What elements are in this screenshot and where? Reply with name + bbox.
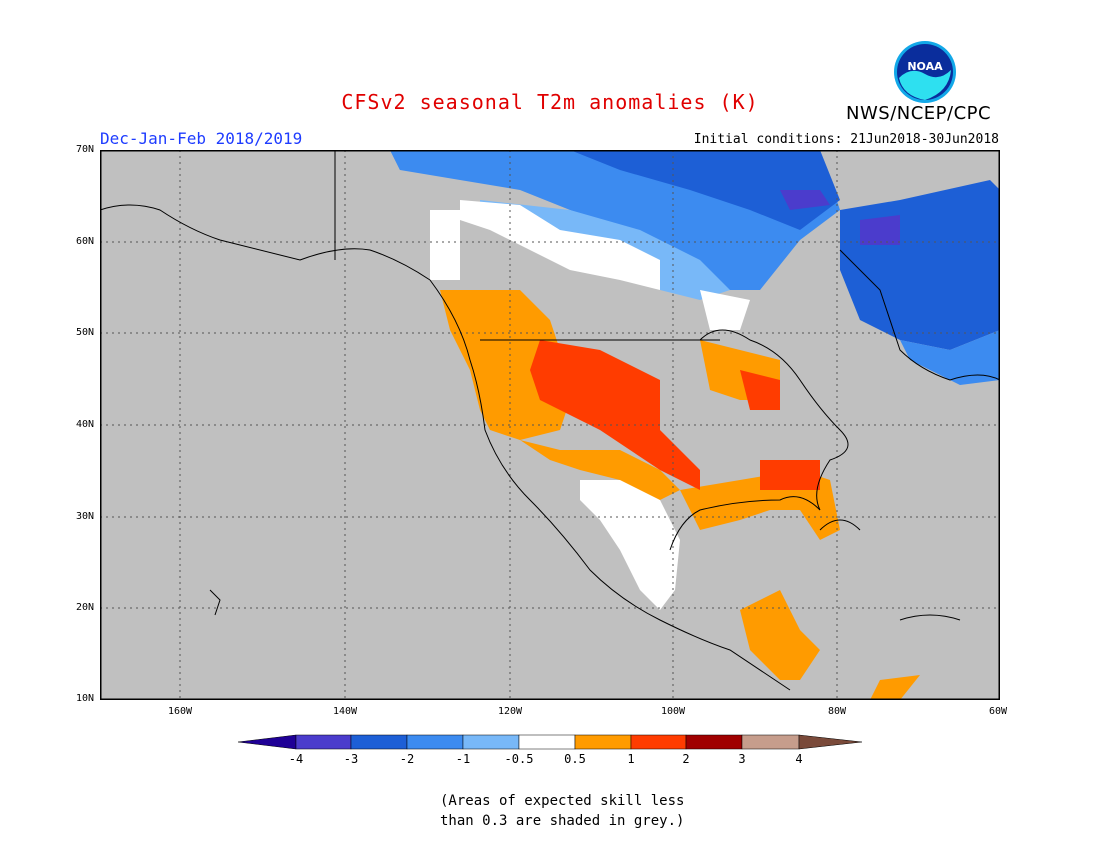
colorbar-tick-label: -4: [288, 752, 304, 766]
colorbar-segment: [238, 734, 297, 750]
colorbar-segment: [295, 734, 352, 750]
colorbar-segment: [630, 734, 687, 750]
skill-note-line: (Areas of expected skill less: [440, 793, 685, 809]
colorbar-segment: [518, 734, 576, 750]
colorbar-tick-label: 0.5: [564, 752, 586, 766]
lat-label: 40N: [75, 419, 94, 430]
skill-note: (Areas of expected skill less than 0.3 a…: [440, 791, 750, 831]
colorbar-tick-label: 1: [627, 752, 635, 766]
colorbar-segment: [350, 734, 408, 750]
lat-label: 50N: [75, 327, 94, 338]
lat-label: 10N: [75, 693, 94, 704]
noaa-logo: NOAA: [894, 41, 956, 103]
cold-anomaly-region: [780, 190, 830, 210]
lat-label: 60N: [75, 236, 94, 247]
colorbar: [238, 734, 862, 750]
lon-label: 60W: [988, 706, 1008, 717]
warm-anomaly-region: [870, 675, 920, 700]
colorbar-tick-label: 3: [738, 752, 746, 766]
neutral-region: [430, 210, 460, 280]
lat-label: 20N: [75, 602, 94, 613]
cold-anomaly-region: [860, 215, 900, 245]
warm-anomaly-region: [520, 440, 680, 500]
colorbar-tick-label: -2: [399, 752, 415, 766]
strong-warm-anomaly-region: [760, 460, 820, 490]
org-label: NWS/NCEP/CPC: [846, 103, 992, 124]
neutral-region: [580, 480, 680, 610]
lon-label: 160W: [167, 706, 193, 717]
colorbar-segment: [741, 734, 800, 750]
initial-conditions-label: Initial conditions: 21Jun2018-30Jun2018: [693, 132, 999, 147]
coastlines: [100, 150, 1000, 691]
cold-anomaly-region: [390, 150, 430, 170]
colorbar-tick-label: -1: [455, 752, 471, 766]
gridlines: [100, 150, 1000, 700]
lat-label: 30N: [75, 511, 94, 522]
logo-text: NOAA: [907, 60, 943, 73]
season-label: Dec-Jan-Feb 2018/2019: [100, 129, 303, 148]
map-frame: [100, 150, 1000, 700]
colorbar-segment: [798, 734, 862, 750]
lon-label: 80W: [827, 706, 847, 717]
lat-label: 70N: [75, 144, 94, 155]
neutral-region: [700, 290, 750, 330]
warm-anomaly-region: [740, 590, 820, 680]
colorbar-tick-label: -3: [343, 752, 359, 766]
warm-anomaly-region: [440, 290, 570, 440]
anomaly-map: [100, 150, 1000, 700]
cold-anomaly-region: [570, 150, 840, 230]
colorbar-tick-label: 4: [795, 752, 803, 766]
colorbar-tick-label: 2: [682, 752, 690, 766]
lon-label: 140W: [332, 706, 358, 717]
lon-label: 100W: [660, 706, 686, 717]
colorbar-segment: [406, 734, 464, 750]
colorbar-tick-label: -0.5: [504, 752, 534, 766]
skill-note-line: than 0.3 are shaded in grey.): [440, 813, 685, 829]
colorbar-segment: [462, 734, 520, 750]
strong-warm-anomaly-region: [530, 340, 700, 490]
colorbar-segment: [685, 734, 743, 750]
strong-warm-anomaly-region: [740, 370, 780, 410]
cold-anomaly-region: [900, 330, 1000, 385]
chart-title: CFSv2 seasonal T2m anomalies (K): [341, 90, 759, 114]
colorbar-segment: [574, 734, 632, 750]
lon-label: 120W: [497, 706, 523, 717]
